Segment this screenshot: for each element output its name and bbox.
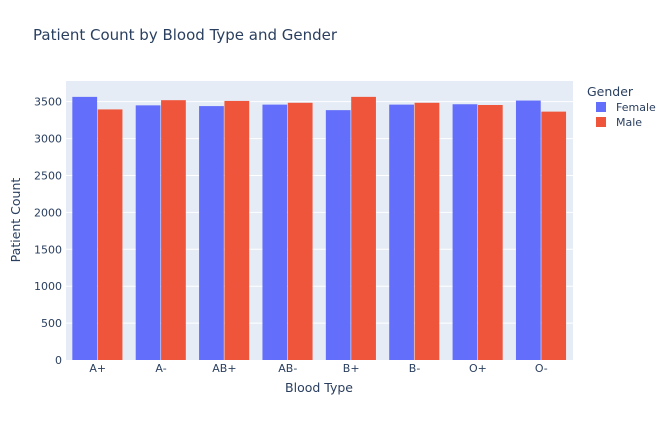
- y-axis-title: Patient Count: [8, 178, 23, 263]
- legend: Gender Female Male: [587, 84, 656, 129]
- bar-female-B-: [389, 104, 414, 360]
- x-tick-label: B-: [409, 362, 421, 375]
- x-axis-title: Blood Type: [285, 380, 353, 395]
- x-tick-label: AB-: [278, 362, 297, 375]
- bar-female-AB-: [262, 104, 288, 360]
- legend-swatch-female: [596, 102, 606, 112]
- x-tick-label: AB+: [212, 362, 236, 375]
- bar-male-O+: [477, 104, 503, 360]
- y-tick-labels: 0 500 1000 1500 2000 2500 3000 3500: [34, 96, 62, 367]
- y-tick-label: 500: [41, 317, 62, 330]
- bar-male-A+: [97, 109, 123, 361]
- bar-male-O-: [541, 111, 567, 360]
- bar-female-O-: [515, 100, 541, 361]
- x-tick-label: A-: [155, 362, 166, 375]
- x-tick-label: O+: [469, 362, 487, 375]
- y-tick-label: 1000: [34, 280, 62, 293]
- bars: [72, 96, 567, 361]
- y-tick-label: 1500: [34, 243, 62, 256]
- bar-female-B+: [325, 110, 351, 361]
- y-tick-label: 3000: [34, 133, 62, 146]
- legend-title: Gender: [587, 84, 634, 99]
- x-tick-label: O-: [535, 362, 548, 375]
- bar-male-B-: [414, 102, 440, 361]
- bar-male-B+: [351, 96, 376, 360]
- x-tick-label: B+: [343, 362, 360, 375]
- chart-title: Patient Count by Blood Type and Gender: [33, 26, 338, 44]
- bar-female-O+: [452, 104, 478, 360]
- bar-male-AB-: [287, 102, 313, 361]
- y-tick-label: 0: [55, 354, 62, 367]
- legend-label-female: Female: [616, 101, 656, 114]
- x-tick-labels: A+ A- AB+ AB- B+ B- O+ O-: [89, 362, 547, 375]
- bar-male-A-: [161, 100, 186, 360]
- y-tick-label: 3500: [34, 96, 62, 109]
- bar-male-AB+: [224, 100, 250, 360]
- bar-female-AB+: [199, 106, 224, 360]
- y-tick-label: 2000: [34, 206, 62, 219]
- x-tick-label: A+: [89, 362, 106, 375]
- bar-female-A+: [72, 96, 98, 360]
- bar-female-A-: [135, 105, 161, 360]
- legend-swatch-male: [596, 117, 606, 127]
- y-tick-label: 2500: [34, 169, 62, 182]
- legend-label-male: Male: [616, 116, 642, 129]
